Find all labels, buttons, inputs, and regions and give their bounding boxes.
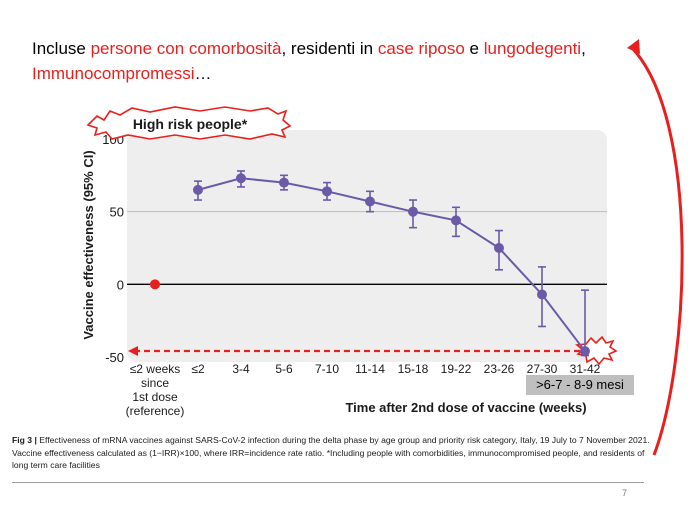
x-axis-label: Time after 2nd dose of vaccine (weeks) — [345, 400, 586, 415]
x-tick-5: 11-14 — [355, 362, 385, 376]
reference-label-line-4: (reference) — [126, 404, 185, 418]
x-tick-7: 19-22 — [441, 362, 472, 376]
x-tick-6: 15-18 — [398, 362, 429, 376]
y-tick-50: 50 — [110, 205, 124, 220]
data-point-10 — [580, 346, 590, 357]
reference-label-line-2: since — [141, 376, 169, 390]
headline-highlight-long-stay: lungodegenti — [483, 39, 582, 58]
x-tick-10: 31-42 — [570, 362, 601, 376]
headline-highlight-immunocompromised: Immunocompromessi — [32, 64, 195, 83]
series-line — [197, 177, 586, 352]
headline-highlight-comorbidity: persone con comorbosità — [90, 39, 282, 58]
figure-caption: Fig 3 | Effectiveness of mRNA vaccines a… — [12, 434, 662, 472]
y-axis-label: Vaccine effectiveness (95% CI) — [81, 150, 96, 339]
headline-text-2: , residenti in — [281, 39, 378, 58]
page-number: 7 — [622, 488, 628, 498]
x-tick-labels: ≤2 3-4 5-6 7-10 11-14 15-18 19-22 23-26 27-30 31-… — [191, 362, 600, 376]
reference-label-line-3: 1st dose — [132, 390, 178, 404]
headline-text-4: , — [581, 39, 586, 58]
x-tick-3: 5-6 — [275, 362, 293, 376]
plot-background — [127, 130, 607, 362]
y-tick-labels: 100500-50 — [102, 132, 124, 365]
x-tick-2: 3-4 — [232, 362, 250, 376]
x-tick-8: 23-26 — [484, 362, 515, 376]
figure-caption-label: Fig 3 | — [12, 435, 37, 445]
headline-highlight-care-homes: case riposo — [377, 39, 465, 58]
data-point-6 — [408, 206, 418, 217]
data-point-5 — [365, 196, 375, 207]
data-point-8 — [494, 243, 504, 253]
data-point-3 — [279, 177, 289, 188]
data-point-7 — [451, 215, 461, 226]
y-tick-0: 0 — [117, 277, 124, 292]
headline-text-3: e — [464, 39, 484, 58]
high-risk-burst-badge — [86, 106, 292, 140]
curved-link-arrowhead — [627, 39, 640, 54]
high-risk-badge-label: High risk people* — [133, 116, 248, 132]
reference-label-line-1: ≤2 weeks — [130, 362, 181, 376]
reference-point — [150, 279, 160, 290]
data-point-2 — [236, 173, 246, 184]
x-tick-1: ≤2 — [191, 362, 205, 376]
headline-text-1: Incluse — [32, 39, 91, 58]
headline: Incluse persone con comorbosità, residen… — [32, 36, 632, 86]
series-high-risk — [150, 170, 590, 357]
figure-caption-text: Effectiveness of mRNA vaccines against S… — [12, 435, 650, 470]
data-point-1 — [193, 184, 203, 195]
time-range-badge: >6-7 - 8-9 mesi — [526, 375, 634, 395]
curved-link-line — [630, 46, 684, 456]
headline-text-5: … — [194, 64, 212, 83]
x-tick-4: 7-10 — [315, 362, 339, 376]
bottom-divider — [12, 482, 644, 483]
last-point-highlight-burst — [575, 335, 618, 366]
y-tick--50: -50 — [105, 350, 124, 365]
x-tick-9: 27-30 — [527, 362, 558, 376]
data-point-4 — [322, 186, 332, 197]
data-point-9 — [537, 289, 547, 300]
